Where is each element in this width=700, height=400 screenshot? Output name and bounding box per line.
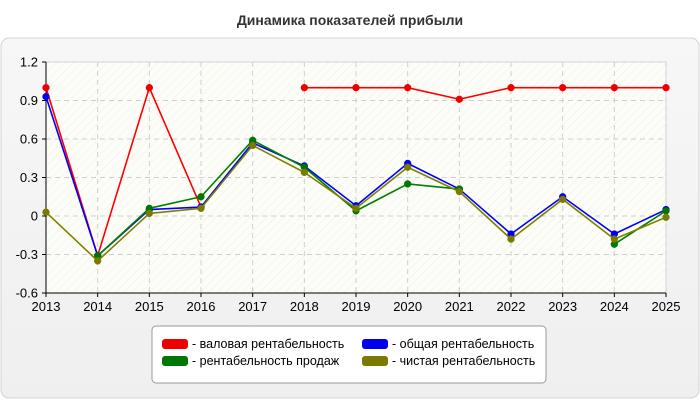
y-tick-label: 0 xyxy=(31,209,38,224)
legend-swatch-olive xyxy=(362,356,388,366)
x-tick-label: 2017 xyxy=(238,299,267,314)
data-point xyxy=(42,93,50,101)
x-tick-label: 2013 xyxy=(32,299,61,314)
data-point xyxy=(662,213,670,221)
y-tick-label: 0.9 xyxy=(20,93,38,108)
y-tick-label: 0.6 xyxy=(20,132,38,147)
data-point xyxy=(559,84,567,92)
legend-swatch-green xyxy=(162,356,188,366)
x-tick-label: 2022 xyxy=(497,299,526,314)
data-point xyxy=(404,180,412,188)
legend-swatch-red xyxy=(162,339,188,349)
data-point xyxy=(610,235,618,243)
data-point xyxy=(94,257,102,265)
data-point xyxy=(610,84,618,92)
x-tick-label: 2025 xyxy=(652,299,681,314)
legend: - валовая рентабельность - общая рентабе… xyxy=(151,325,547,384)
x-tick-labels: 2013 2014 2015 2016 2017 2018 2019 2020 2021 2022… xyxy=(32,299,681,314)
y-tick-label: 1.2 xyxy=(20,55,38,70)
data-point xyxy=(42,208,50,216)
data-point xyxy=(42,84,50,92)
y-tick-labels: 1.2 0.9 0.6 0.3 0 -0.3 -0.6 xyxy=(16,55,38,301)
data-point xyxy=(559,195,567,203)
y-tick-label: -0.6 xyxy=(16,286,38,301)
chart-title: Динамика показателей прибыли xyxy=(237,12,463,28)
legend-item-sales-margin: - рентабельность продаж xyxy=(162,354,340,368)
x-tick-label: 2023 xyxy=(548,299,577,314)
legend-box xyxy=(151,325,547,384)
x-tick-label: 2016 xyxy=(187,299,216,314)
series-3 xyxy=(42,141,670,265)
data-point xyxy=(352,204,360,212)
legend-label: - общая рентабельность xyxy=(392,337,534,351)
data-point xyxy=(455,95,463,103)
axes xyxy=(42,61,667,297)
series-line xyxy=(304,86,666,101)
data-point xyxy=(145,84,153,92)
data-point xyxy=(249,141,257,150)
data-point xyxy=(197,204,205,212)
legend-item-total-margin: - общая рентабельность xyxy=(362,337,534,351)
y-tick-label: 0.3 xyxy=(20,170,38,185)
legend-item-gross-margin: - валовая рентабельность xyxy=(162,337,344,351)
data-point xyxy=(404,163,412,171)
legend-label: - рентабельность продаж xyxy=(192,354,340,368)
x-tick-label: 2020 xyxy=(393,299,422,314)
data-point xyxy=(662,207,670,215)
data-point xyxy=(352,84,360,92)
data-point xyxy=(662,84,670,92)
x-tick-label: 2018 xyxy=(290,299,319,314)
legend-item-net-margin: - чистая рентабельность xyxy=(362,354,535,368)
series-layer xyxy=(42,84,670,265)
data-point xyxy=(300,84,308,92)
data-point xyxy=(300,168,308,177)
data-point xyxy=(145,209,153,218)
series-line xyxy=(97,139,460,257)
x-tick-label: 2024 xyxy=(600,299,629,314)
series-line xyxy=(45,86,202,257)
data-point xyxy=(404,84,412,92)
x-tick-label: 2014 xyxy=(83,299,112,314)
data-point xyxy=(197,193,205,201)
x-tick-label: 2021 xyxy=(445,299,474,314)
y-tick-label: -0.3 xyxy=(16,247,38,262)
x-tick-label: 2019 xyxy=(342,299,371,314)
legend-swatch-blue xyxy=(362,339,388,349)
data-point xyxy=(507,235,515,243)
legend-label: - валовая рентабельность xyxy=(192,337,344,351)
data-point xyxy=(455,187,463,196)
x-tick-label: 2015 xyxy=(135,299,164,314)
legend-label: - чистая рентабельность xyxy=(392,354,535,368)
data-point xyxy=(507,84,515,92)
